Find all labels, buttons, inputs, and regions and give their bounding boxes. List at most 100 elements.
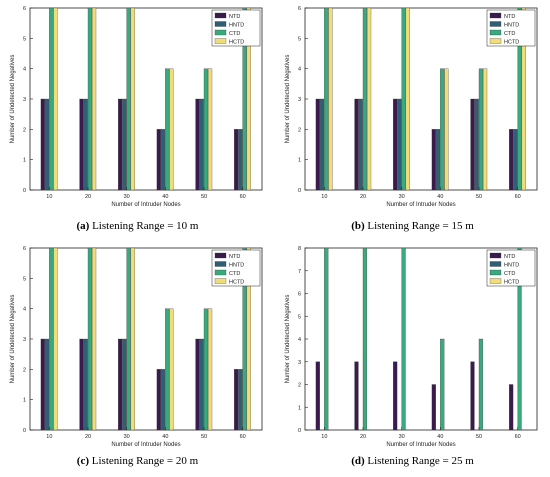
- bar-hntd: [44, 98, 50, 191]
- x-axis-label: Number of Intruder Nodes: [386, 202, 455, 208]
- legend-swatch-ntd: [214, 252, 227, 259]
- y-tick-label: 0: [298, 188, 301, 194]
- bar-hntd: [160, 129, 166, 191]
- chart-c: 0 1 2 3 4 5 6 10 20 30 40 50 60 Number of Intruder No…: [10, 246, 263, 448]
- x-tick-label: 30: [124, 434, 130, 440]
- y-tick-label: 2: [298, 127, 301, 133]
- bar-ntd: [118, 98, 123, 191]
- y-tick-label: 7: [298, 269, 301, 275]
- chart-a: 0 1 2 3 4 5 6 10 20 30 40 50 60 Number of Intruder No…: [10, 6, 263, 208]
- bar-ntd: [40, 338, 45, 431]
- bar-ntd: [393, 98, 398, 191]
- legend-label-ctd: CTD: [229, 271, 240, 277]
- y-axis-label: Number of Undetected Negatives: [285, 295, 291, 384]
- legend-label-ntd: NTD: [229, 14, 240, 20]
- bar-ctd: [126, 7, 131, 191]
- bar-ntd: [234, 129, 239, 191]
- chart-d: 0 1 2 3 4 5 6 7 8 10 20 30 40 50 60 Number of Intruder …: [285, 246, 538, 448]
- bar-hctd: [405, 7, 410, 191]
- y-axis-label: Number of Undetected Negatives: [10, 295, 16, 384]
- bar-ctd: [49, 7, 54, 191]
- bar-hctd: [92, 247, 97, 431]
- y-tick-label: 2: [23, 127, 26, 133]
- bar-hntd: [199, 338, 204, 431]
- chart-panel-b: 0 1 2 3 4 5 6 10 20 30 40 50 60 Number of Intruder No…: [275, 0, 550, 237]
- caption-text: Listening Range = 15 m: [367, 220, 474, 232]
- legend-swatch-ctd: [489, 269, 502, 276]
- caption-tag: (d): [351, 455, 365, 467]
- bar-ntd: [354, 361, 359, 431]
- bar-ctd: [242, 247, 247, 431]
- bar-hntd: [319, 98, 325, 191]
- bar-hctd: [92, 7, 97, 191]
- caption-text: Listening Range = 20 m: [91, 455, 199, 467]
- x-tick-label: 30: [124, 194, 130, 200]
- x-tick-label: 20: [360, 194, 366, 200]
- x-tick-label: 50: [476, 434, 482, 440]
- bar-ctd: [242, 7, 247, 191]
- bar-ctd: [87, 247, 92, 431]
- x-axis-label: Number of Intruder Nodes: [386, 442, 455, 448]
- x-tick-label: 20: [85, 194, 91, 200]
- chart-panel-c: 0 1 2 3 4 5 6 10 20 30 40 50 60 Number of Intruder No…: [0, 240, 275, 477]
- bar-ntd: [234, 369, 239, 431]
- y-tick-label: 2: [298, 383, 301, 389]
- y-tick-label: 1: [298, 158, 301, 164]
- chart-panel-a: 0 1 2 3 4 5 6 10 20 30 40 50 60 Number of Intruder No…: [0, 0, 275, 237]
- bar-hntd: [160, 369, 166, 431]
- legend-swatch-ntd: [214, 12, 227, 19]
- bar-hctd: [521, 7, 526, 191]
- y-axis-label: Number of Undetected Negatives: [285, 55, 291, 144]
- y-tick-label: 5: [298, 314, 301, 320]
- caption-tag: (c): [76, 455, 90, 467]
- x-tick-label: 50: [476, 194, 482, 200]
- bar-ntd: [195, 338, 200, 431]
- y-tick-label: 0: [23, 428, 26, 434]
- x-tick-label: 60: [240, 434, 246, 440]
- bar-ctd: [165, 308, 170, 431]
- legend-swatch-ctd: [214, 269, 227, 276]
- bar-ctd: [401, 247, 406, 431]
- caption-tag: (a): [76, 220, 90, 232]
- x-tick-label: 60: [240, 194, 246, 200]
- y-tick-label: 4: [298, 67, 301, 73]
- y-tick-label: 4: [298, 337, 301, 343]
- legend-swatch-hctd: [489, 278, 502, 284]
- legend-label-hntd: HNTD: [229, 22, 244, 28]
- legend-swatch-hntd: [489, 21, 502, 27]
- bar-hntd: [435, 129, 441, 191]
- caption-text: Listening Range = 10 m: [92, 220, 199, 232]
- legend-label-hctd: HCTD: [504, 279, 519, 285]
- bar-ntd: [393, 361, 398, 431]
- legend-label-hntd: HNTD: [504, 262, 519, 268]
- legend-swatch-hntd: [489, 261, 502, 267]
- bar-ntd: [79, 98, 84, 191]
- x-tick-label: 10: [46, 434, 52, 440]
- bar-ctd: [324, 247, 329, 431]
- caption-d: (d) Listening Range = 25 m: [275, 455, 550, 467]
- bar-hntd: [122, 338, 127, 431]
- y-tick-label: 0: [298, 428, 301, 434]
- x-axis-label: Number of Intruder Nodes: [111, 442, 180, 448]
- bar-ntd: [195, 98, 200, 191]
- bar-ntd: [156, 369, 161, 431]
- caption-b: (b) Listening Range = 15 m: [275, 220, 550, 232]
- bar-ntd: [470, 98, 475, 191]
- legend-label-ntd: NTD: [504, 14, 515, 20]
- y-tick-label: 3: [298, 360, 301, 366]
- x-tick-label: 30: [399, 434, 405, 440]
- bar-hntd: [83, 98, 88, 191]
- legend-label-hntd: HNTD: [229, 262, 244, 268]
- x-tick-label: 40: [162, 194, 168, 200]
- legend-label-ctd: CTD: [504, 31, 515, 37]
- legend-swatch-hctd: [214, 38, 227, 44]
- y-tick-label: 6: [298, 6, 301, 12]
- x-tick-label: 40: [437, 194, 443, 200]
- legend-label-hctd: HCTD: [504, 39, 519, 45]
- bar-hctd: [169, 308, 174, 431]
- y-tick-label: 4: [23, 307, 26, 313]
- bar-hctd: [444, 68, 449, 191]
- y-tick-label: 5: [298, 36, 301, 42]
- bar-hntd: [122, 98, 127, 191]
- y-tick-label: 6: [23, 6, 26, 12]
